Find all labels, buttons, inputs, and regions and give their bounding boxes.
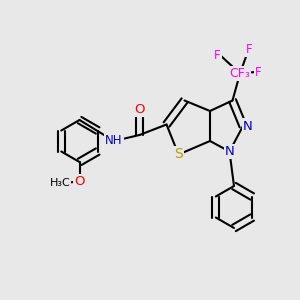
Text: S: S <box>174 148 183 161</box>
Text: O: O <box>134 103 145 116</box>
Text: N: N <box>243 119 252 133</box>
Text: H₃C: H₃C <box>50 178 70 188</box>
Text: NH: NH <box>105 134 123 148</box>
Text: F: F <box>255 65 261 79</box>
Text: F: F <box>246 43 252 56</box>
Text: O: O <box>74 175 85 188</box>
Text: N: N <box>225 145 234 158</box>
Text: CF₃: CF₃ <box>230 67 250 80</box>
Text: F: F <box>214 49 221 62</box>
